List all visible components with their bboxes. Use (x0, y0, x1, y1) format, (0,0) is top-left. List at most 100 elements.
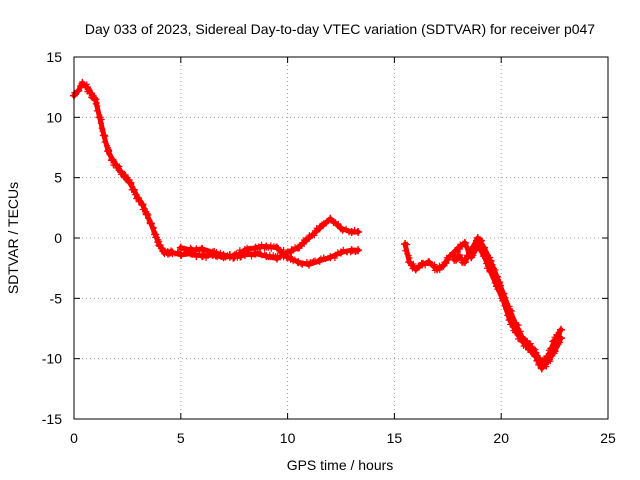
data-point-marker (443, 260, 450, 267)
data-point-marker (553, 333, 560, 340)
x-tick-label: 25 (600, 430, 616, 446)
data-point (198, 252, 207, 261)
data-point (294, 243, 303, 252)
x-tick-label: 15 (387, 430, 403, 446)
data-point-marker (202, 255, 209, 262)
data-point-marker (501, 295, 508, 302)
data-point-marker (148, 220, 155, 227)
data-point-marker (97, 120, 104, 127)
plot-frame (73, 56, 609, 420)
data-point-marker (113, 165, 120, 172)
data-point-marker (410, 260, 417, 267)
data-point-marker (235, 253, 242, 260)
data-point-marker (557, 339, 564, 346)
data-point-marker (189, 251, 196, 258)
data-point-marker (323, 220, 330, 227)
data-point-marker (462, 243, 469, 250)
data-point-marker (478, 238, 485, 245)
y-tick-label: -15 (42, 411, 62, 427)
x-axis-label: GPS time / hours (287, 457, 394, 473)
data-point-marker (463, 252, 470, 259)
data-point-marker (102, 133, 109, 140)
data-point-marker (456, 255, 463, 262)
data-point (262, 252, 271, 261)
data-point-marker (178, 245, 185, 252)
data-point-marker (128, 181, 135, 188)
data-point-marker (517, 328, 524, 335)
data-point-marker (497, 282, 504, 289)
data-point-marker (93, 107, 100, 114)
data-point-marker (340, 246, 347, 253)
data-point-marker (407, 260, 414, 267)
data-point-marker (509, 308, 516, 315)
data-point-marker (445, 254, 452, 261)
data-point (499, 289, 508, 298)
data-point-marker (193, 254, 200, 261)
data-point-marker (206, 248, 213, 255)
data-point-marker (275, 245, 282, 252)
data-points (70, 78, 566, 373)
data-point-marker (248, 253, 255, 260)
data-point-marker (226, 251, 233, 258)
data-point-marker (79, 78, 86, 85)
data-point-marker (339, 227, 346, 234)
data-point (486, 256, 495, 265)
data-point (354, 246, 363, 255)
data-point-marker (483, 265, 490, 272)
data-point-marker (199, 254, 206, 261)
data-point-marker (503, 299, 510, 306)
data-point-marker (98, 116, 105, 123)
data-point (537, 359, 546, 368)
y-tick-label: 0 (54, 230, 62, 246)
data-point-marker (547, 345, 554, 352)
data-point (354, 227, 363, 236)
data-point (176, 250, 185, 259)
data-point (230, 253, 239, 262)
y-tick-label: 10 (46, 109, 62, 125)
data-point-marker (101, 138, 108, 145)
data-point-marker (288, 246, 295, 253)
y-tick-label: 15 (46, 49, 62, 65)
y-tick-label: 5 (54, 170, 62, 186)
data-point-marker (178, 252, 185, 259)
data-point-marker (296, 245, 303, 252)
x-tick-label: 10 (280, 430, 296, 446)
series-0 (70, 78, 363, 263)
series-2 (401, 238, 566, 373)
y-tick-labels: 15 10 5 0 -5 -10 -15 (42, 49, 62, 427)
data-point-marker (99, 128, 106, 135)
data-point (142, 209, 151, 218)
data-point-marker (280, 250, 287, 257)
data-point-marker (480, 244, 487, 251)
data-point-marker (499, 289, 506, 296)
data-point-marker (283, 255, 290, 262)
data-point-marker (402, 247, 409, 254)
data-point-marker (478, 237, 485, 244)
grid (74, 57, 608, 419)
data-point-marker (404, 241, 411, 248)
data-point-marker (299, 261, 306, 268)
x-tick-labels: 0 5 10 15 20 25 (70, 430, 616, 446)
data-point-marker (118, 169, 125, 176)
data-point-marker (492, 266, 499, 273)
x-tick-label: 20 (493, 430, 509, 446)
data-point-marker (508, 315, 515, 322)
data-point-marker (462, 240, 469, 247)
data-point-marker (340, 226, 347, 233)
y-axis-label: SDTVAR / TECUs (5, 182, 21, 294)
series-1 (176, 241, 363, 269)
data-point-marker (114, 163, 121, 170)
data-point-marker (98, 125, 105, 132)
series-band (451, 235, 564, 366)
y-tick-label: -5 (50, 290, 63, 306)
data-point-marker (343, 225, 350, 232)
data-point-marker (327, 254, 334, 261)
data-point-marker (515, 322, 522, 329)
x-tick-label: 0 (70, 430, 78, 446)
data-point-marker (462, 255, 469, 262)
y-tick-label: -10 (42, 351, 62, 367)
data-point (424, 258, 433, 267)
data-point-marker (221, 253, 228, 260)
data-point-marker (510, 318, 517, 325)
